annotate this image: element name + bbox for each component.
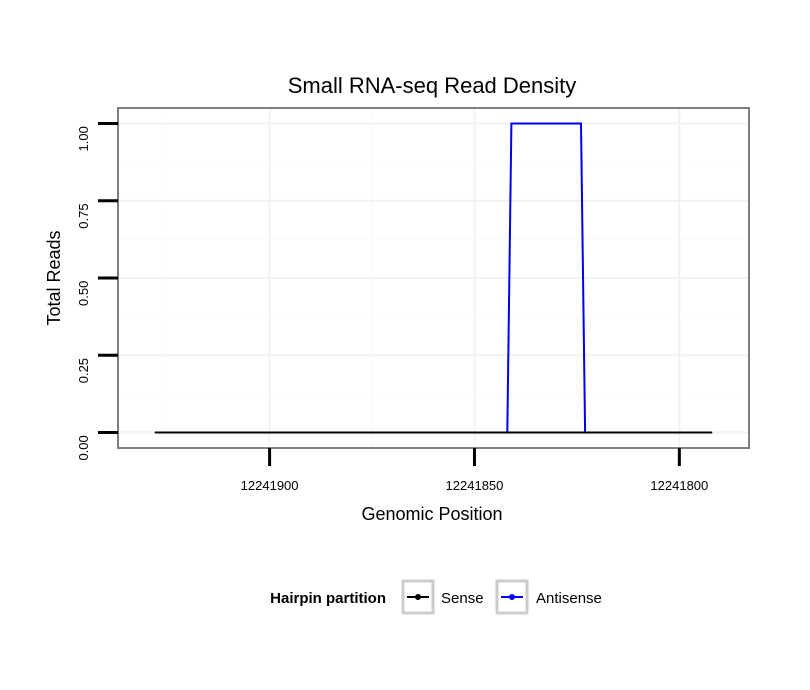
- y-tick-label: 0.25: [76, 358, 91, 383]
- legend-key-sense-dot: [415, 594, 421, 600]
- legend-label-sense: Sense: [441, 590, 484, 607]
- series-lines: [154, 122, 713, 434]
- legend: Hairpin partition Sense Antisense: [270, 579, 602, 615]
- y-tick-label: 0.50: [76, 281, 91, 306]
- legend-key-antisense-dot: [509, 594, 515, 600]
- y-tick-label: 0.75: [76, 203, 91, 228]
- x-axis-title: Genomic Position: [361, 504, 502, 524]
- legend-item-antisense: Antisense: [495, 579, 602, 615]
- legend-item-sense: Sense: [401, 579, 484, 615]
- x-axis: 12241900 12241850 12241800: [241, 448, 708, 493]
- y-axis: 0.00 0.25 0.50 0.75 1.00: [76, 121, 118, 461]
- x-tick-label: 12241800: [650, 478, 708, 493]
- x-tick-label: 12241850: [446, 478, 504, 493]
- y-tick-label: 0.00: [76, 435, 91, 460]
- y-tick-label: 1.00: [76, 126, 91, 151]
- y-axis-title: Total Reads: [44, 230, 64, 325]
- legend-label-antisense: Antisense: [536, 590, 602, 607]
- chart-title: Small RNA-seq Read Density: [288, 73, 577, 98]
- plot-panel: [117, 107, 750, 449]
- legend-title: Hairpin partition: [270, 590, 386, 607]
- x-tick-label: 12241900: [241, 478, 299, 493]
